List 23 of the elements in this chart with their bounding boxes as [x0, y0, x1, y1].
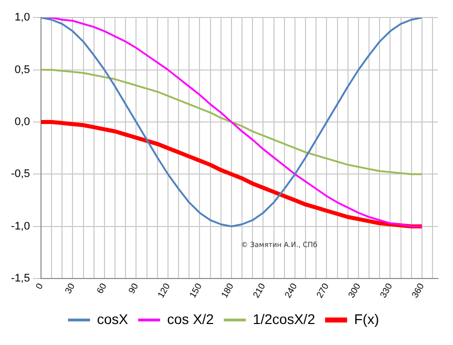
x-tick-label: 30: [62, 282, 77, 296]
x-tick-label: 270: [314, 282, 331, 300]
x-tick-label: 180: [219, 282, 236, 300]
legend-label: cos X/2: [167, 310, 214, 327]
x-tick-label: 330: [378, 282, 394, 300]
x-tick-label: 240: [282, 282, 299, 300]
y-tick-label: -0,5: [10, 168, 30, 180]
x-tick-label: 360: [410, 282, 426, 300]
x-tick-label: 210: [250, 282, 268, 300]
x-tick-label: 120: [156, 282, 172, 300]
y-tick-label: 0,5: [14, 64, 30, 76]
x-tick-label: 60: [94, 282, 108, 296]
x-tick-label: 150: [187, 282, 204, 300]
x-tick-label: 0: [34, 282, 45, 291]
x-tick-label: 90: [126, 282, 140, 296]
legend-label: cosX: [97, 310, 129, 327]
y-tick-label: 1,0: [14, 12, 30, 24]
legend-label: 1/2cosX/2: [252, 310, 316, 327]
legend-label: F(x): [354, 310, 379, 327]
x-tick-label: 300: [346, 282, 362, 300]
y-tick-label: -1,5: [10, 272, 30, 285]
y-tick-label: -1,0: [10, 220, 30, 232]
y-tick-label: 0,0: [14, 116, 30, 128]
